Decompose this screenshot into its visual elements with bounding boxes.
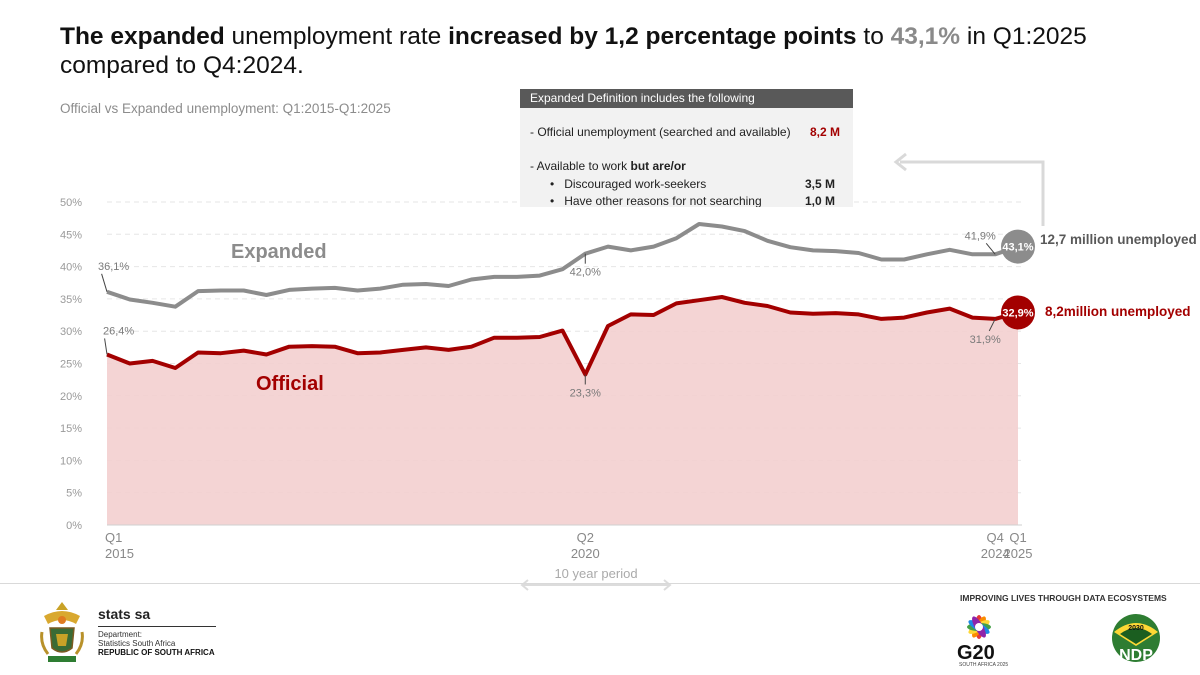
republic-label: REPUBLIC OF SOUTH AFRICA bbox=[98, 648, 215, 657]
definition-item-label: Discouraged work-seekers bbox=[564, 177, 707, 191]
official-badge-note: 8,2million unemployed bbox=[1045, 304, 1191, 319]
y-tick-label: 0% bbox=[66, 520, 82, 532]
definition-box: Expanded Definition includes the followi… bbox=[520, 89, 853, 207]
expanded-end-badge-label: 43,1% bbox=[1002, 242, 1033, 254]
definition-item: • Have other reasons for not searching bbox=[550, 194, 762, 207]
x-tick-label: 2024 bbox=[981, 546, 1010, 561]
stats-sa-brand: stats sa bbox=[98, 606, 151, 622]
official-series-label: Official bbox=[256, 373, 324, 395]
headline-part-1: The expanded bbox=[60, 23, 225, 50]
expanded-series-line bbox=[106, 222, 1019, 309]
definition-item-value: 3,5 M bbox=[805, 177, 836, 191]
headline-value: 43,1% bbox=[890, 23, 961, 50]
data-label: 41,9% bbox=[965, 230, 996, 242]
y-tick-label: 35% bbox=[60, 294, 82, 306]
g20-logo-subtext: SOUTH AFRICA 2025 bbox=[959, 662, 1009, 668]
definition-item: • Discouraged work-seekers bbox=[550, 177, 707, 191]
official-line-value: 8,2 M bbox=[810, 125, 841, 139]
x-tick-label: Q1 bbox=[105, 530, 122, 545]
y-tick-label: 30% bbox=[60, 326, 82, 338]
data-label: 26,4% bbox=[103, 325, 134, 337]
x-tick-label: 2015 bbox=[105, 546, 134, 561]
y-tick-label: 40% bbox=[60, 262, 82, 274]
definition-item-label: Have other reasons for not searching bbox=[564, 194, 762, 207]
headline: The expanded unemployment rate increased… bbox=[60, 22, 1140, 80]
x-tick-label: 2020 bbox=[571, 546, 600, 561]
period-left-arrow-icon bbox=[520, 579, 529, 591]
end-badges: 43,1% 32,9% bbox=[1001, 229, 1035, 330]
expanded-badge-note: 12,7 million unemployed bbox=[1040, 232, 1197, 247]
coat-of-arms-logo bbox=[40, 602, 84, 662]
department-label: Department: bbox=[98, 630, 143, 639]
ndp-year: 2030 bbox=[1128, 625, 1144, 632]
leader-line bbox=[104, 338, 108, 355]
available-line: - Available to work but are/or bbox=[530, 159, 686, 173]
y-tick-label: 15% bbox=[60, 423, 82, 435]
x-tick-label: Q2 bbox=[577, 530, 594, 545]
x-tick-label: Q1 bbox=[1009, 530, 1026, 545]
period-label: 10 year period bbox=[554, 566, 638, 581]
data-label: 23,3% bbox=[570, 387, 601, 399]
arrow-head-icon bbox=[893, 152, 907, 172]
headline-part-2: unemployment rate bbox=[224, 23, 449, 50]
data-label: 42,0% bbox=[570, 267, 601, 279]
headline-part-4: to bbox=[856, 23, 891, 50]
g20-flower-icon bbox=[967, 615, 991, 639]
available-bold: but are/or bbox=[630, 159, 686, 173]
official-series-line bbox=[106, 295, 1019, 377]
y-tick-label: 25% bbox=[60, 359, 82, 371]
g20-logo-text: G20 bbox=[957, 642, 995, 664]
y-tick-label: 45% bbox=[60, 229, 82, 241]
available-prefix: - Available to work bbox=[530, 159, 631, 173]
definition-box-header: Expanded Definition includes the followi… bbox=[520, 89, 853, 108]
headline-part-3: increased by 1,2 percentage points bbox=[448, 23, 857, 50]
period-right-arrow-icon bbox=[663, 579, 672, 591]
y-tick-label: 50% bbox=[60, 197, 82, 209]
data-label: 31,9% bbox=[970, 334, 1001, 346]
x-tick-label: 2025 bbox=[1004, 546, 1033, 561]
footer-divider bbox=[0, 583, 1200, 584]
chart-subtitle: Official vs Expanded unemployment: Q1:20… bbox=[60, 101, 391, 116]
official-end-badge-label: 32,9% bbox=[1002, 307, 1033, 319]
department-name: Statistics South Africa bbox=[98, 639, 176, 648]
data-annotations: 36,1% 26,4% 42,0% 23,3% 41,9% 31,9% bbox=[98, 230, 1001, 399]
leader-line bbox=[988, 318, 996, 332]
x-tick-label: Q4 bbox=[987, 530, 1004, 545]
ndp-text: NDP bbox=[1119, 647, 1153, 664]
official-end-badge bbox=[1001, 295, 1035, 330]
expanded-end-badge bbox=[1001, 229, 1035, 264]
leader-line bbox=[985, 243, 996, 255]
official-area-fill bbox=[107, 297, 1018, 525]
footer-tagline: IMPROVING LIVES THROUGH DATA ECOSYSTEMS bbox=[960, 593, 1167, 603]
official-line-text: - Official unemployment (searched and av… bbox=[530, 125, 791, 139]
y-tick-label: 10% bbox=[60, 455, 82, 467]
y-tick-label: 5% bbox=[66, 488, 82, 500]
expanded-series-label: Expanded bbox=[231, 241, 327, 263]
data-label: 36,1% bbox=[98, 261, 129, 273]
brand-rule bbox=[98, 626, 216, 627]
y-axis-ticks: 0% 5% 10% 15% 20% 25% 30% 35% 40% 45% 50% bbox=[60, 197, 82, 532]
ndp-2030-logo: 2030 NDP bbox=[1112, 614, 1160, 664]
definition-item-value: 1,0 M bbox=[805, 194, 836, 207]
y-tick-label: 20% bbox=[60, 391, 82, 403]
definition-arrow bbox=[900, 160, 1045, 226]
leader-line bbox=[101, 273, 108, 292]
headline-part-6: in Q1:2025 compared to Q4:2024. bbox=[60, 23, 1087, 79]
